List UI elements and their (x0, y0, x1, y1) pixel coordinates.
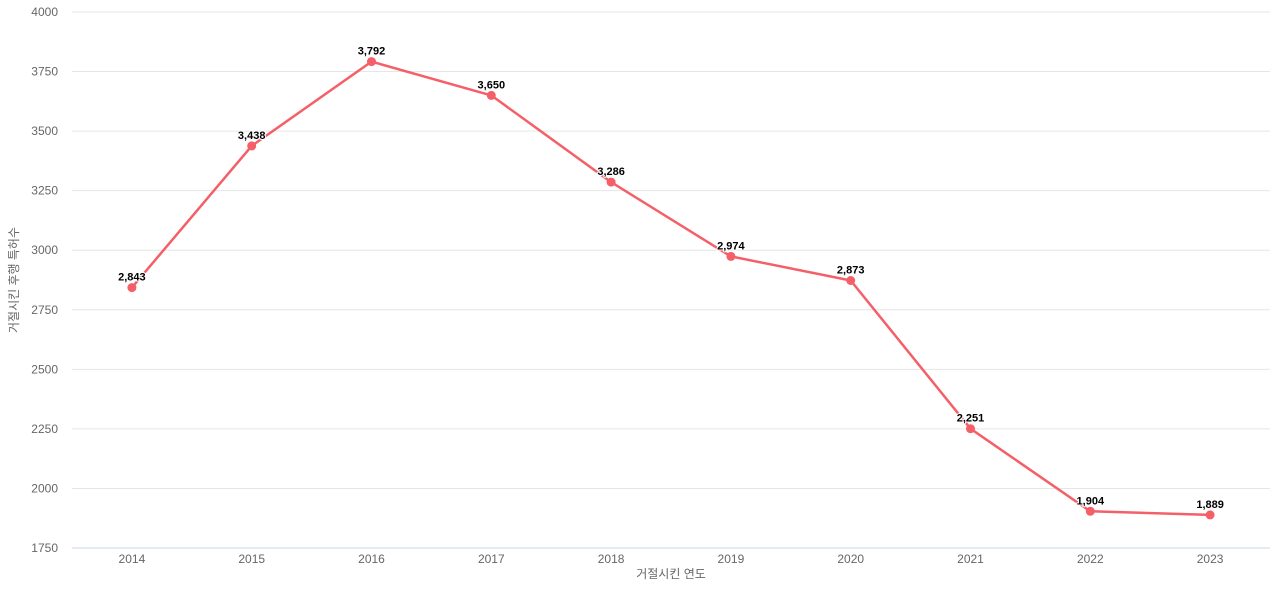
y-tick-label: 2500 (31, 362, 58, 376)
data-point-2015[interactable] (247, 141, 257, 151)
x-tick-label: 2021 (957, 552, 984, 566)
x-axis-tick-labels: 2014 2015 2016 2017 2018 2019 2020 2021 2022 2023 (119, 552, 1224, 566)
data-point-2018[interactable] (606, 177, 616, 187)
data-point-label: 1,904 (1077, 495, 1105, 507)
x-axis-title: 거절시킨 연도 (636, 567, 706, 581)
data-point-2020[interactable] (846, 276, 856, 285)
data-point-2017[interactable] (486, 90, 496, 100)
data-point-label: 2,251 (957, 413, 985, 425)
data-point-2014[interactable] (127, 283, 137, 293)
data-point-2021[interactable] (966, 424, 975, 434)
y-tick-label: 2250 (31, 422, 58, 436)
x-tick-label: 2020 (837, 552, 864, 566)
data-series (127, 57, 1215, 520)
y-tick-label: 3000 (31, 243, 58, 257)
data-point-label: 3,286 (597, 166, 625, 178)
x-tick-label: 2018 (598, 552, 625, 566)
x-tick-label: 2016 (358, 552, 385, 566)
y-tick-label: 1750 (31, 541, 58, 555)
y-axis-title: 거절시킨 후행 특허수 (6, 227, 21, 333)
x-tick-label: 2022 (1077, 552, 1104, 566)
data-point-2016[interactable] (367, 57, 376, 67)
data-point-label: 3,438 (238, 130, 266, 142)
gridlines (72, 11, 1270, 549)
y-tick-label: 3750 (31, 65, 58, 79)
data-point-2019[interactable] (726, 251, 736, 261)
x-tick-label: 2023 (1197, 552, 1224, 566)
x-tick-label: 2019 (718, 552, 745, 566)
data-point-label: 3,650 (478, 79, 506, 91)
data-point-label: 2,843 (118, 272, 146, 284)
data-point-label: 3,792 (358, 46, 386, 58)
data-labels: 2,843 3,438 3,792 3,650 3,286 2,974 2,873 2,251… (117, 45, 1225, 512)
data-point-label: 2,873 (837, 265, 865, 277)
y-tick-label: 4000 (31, 5, 58, 19)
y-tick-label: 2000 (31, 481, 58, 495)
data-point-label: 1,889 (1196, 499, 1224, 511)
y-axis-tick-labels: 1750 2000 2250 2500 2750 3000 3250 3500 3750 4000 (31, 5, 58, 555)
y-tick-label: 3500 (31, 124, 58, 138)
x-tick-label: 2014 (119, 552, 146, 566)
x-tick-label: 2017 (478, 552, 505, 566)
data-point-2022[interactable] (1085, 506, 1095, 516)
y-tick-label: 3250 (31, 184, 58, 198)
series-line (130, 60, 1212, 517)
data-point-label: 2,974 (717, 240, 745, 252)
x-tick-label: 2015 (238, 552, 265, 566)
data-point-2023[interactable] (1205, 510, 1215, 520)
y-tick-label: 2750 (31, 303, 58, 317)
